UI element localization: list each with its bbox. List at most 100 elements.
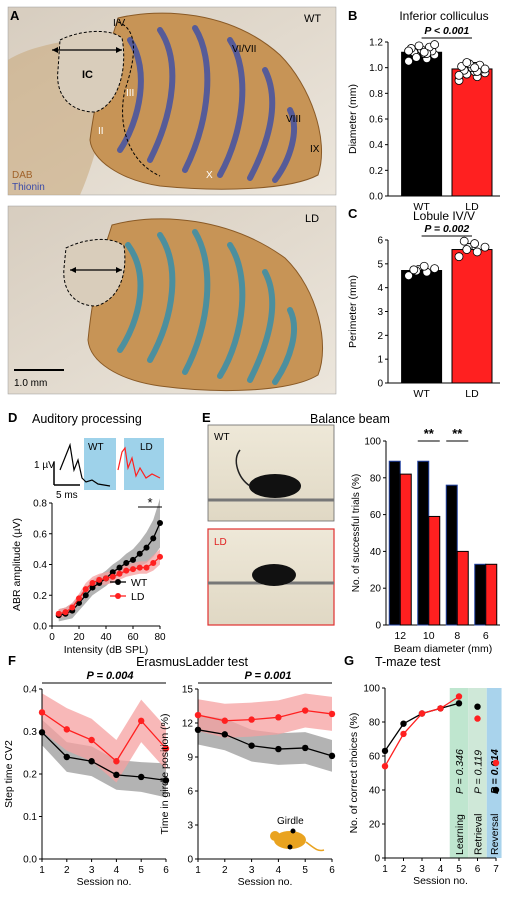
data-point-ld bbox=[103, 575, 109, 582]
x-tick-label: 6 bbox=[329, 865, 335, 876]
y-tick-label: 80 bbox=[369, 718, 381, 729]
x-tick-label: WT bbox=[413, 388, 430, 400]
y-axis-label: ABR amplitude (µV) bbox=[11, 518, 23, 611]
data-point-ld bbox=[418, 710, 426, 717]
legend-marker bbox=[115, 579, 121, 585]
inset-ld-label: LD bbox=[140, 442, 153, 453]
data-point bbox=[404, 271, 414, 281]
phase-p-value: P = 0.346 bbox=[454, 749, 466, 794]
lobule-label-7: III bbox=[126, 88, 134, 99]
x-tick-label: 5 bbox=[138, 865, 144, 876]
stain-thionin: Thionin bbox=[12, 182, 45, 193]
y-tick-label: 0.4 bbox=[23, 685, 37, 696]
data-point-wt bbox=[162, 777, 170, 784]
x-tick-label: 2 bbox=[222, 865, 228, 876]
p-value: P = 0.001 bbox=[245, 670, 292, 682]
chart-title: T-maze test bbox=[375, 655, 441, 669]
data-point-ld bbox=[138, 717, 145, 725]
y-tick-label: 0.8 bbox=[369, 89, 383, 100]
data-point-wt bbox=[157, 519, 163, 526]
data-point bbox=[462, 245, 472, 254]
lobule-label-4: IX bbox=[310, 144, 320, 155]
x-axis-label: Session no. bbox=[77, 876, 132, 888]
y-axis-label: Step time CV2 bbox=[3, 740, 15, 808]
data-point-wt bbox=[38, 729, 46, 736]
folia-ld bbox=[117, 229, 297, 385]
significance-stars: ** bbox=[424, 426, 435, 441]
x-tick-label: 5 bbox=[456, 864, 462, 875]
folia-wt bbox=[117, 25, 297, 183]
data-point-ld bbox=[400, 730, 407, 738]
panel-letter-a: A bbox=[10, 8, 20, 23]
y-tick-label: 20 bbox=[370, 584, 382, 595]
data-point bbox=[430, 264, 440, 274]
data-point bbox=[409, 265, 419, 275]
y-tick-label: 2 bbox=[377, 331, 383, 342]
phase-point-ld bbox=[474, 715, 481, 722]
data-point-ld bbox=[328, 710, 336, 718]
data-point-wt bbox=[455, 700, 463, 707]
girdle-mouse-icon bbox=[270, 828, 325, 852]
phase-label: Retrieval bbox=[473, 814, 485, 855]
x-tick-label: 6 bbox=[163, 865, 169, 876]
inset-trace-wt bbox=[59, 442, 111, 487]
y-tick-label: 0.2 bbox=[369, 166, 383, 177]
data-point-ld bbox=[76, 595, 82, 602]
y-tick-label: 9 bbox=[187, 753, 193, 764]
x-tick-label: 6 bbox=[483, 630, 489, 642]
bar-ld bbox=[451, 249, 493, 384]
data-point-wt bbox=[88, 758, 95, 765]
y-tick-label: 80 bbox=[370, 473, 382, 484]
phase-band-retrieval bbox=[468, 688, 487, 858]
y-tick-label: 0 bbox=[374, 854, 380, 865]
data-point-wt bbox=[302, 744, 309, 752]
data-point bbox=[430, 40, 440, 49]
data-point bbox=[419, 47, 429, 57]
y-tick-label: 100 bbox=[363, 684, 380, 695]
data-point-wt bbox=[123, 559, 130, 566]
x-tick-label: 12 bbox=[394, 630, 406, 642]
data-point bbox=[414, 41, 424, 51]
data-point-wt bbox=[275, 745, 282, 753]
data-point-wt bbox=[194, 726, 202, 733]
balance-photos: WT LD bbox=[207, 424, 335, 626]
x-axis-label: Session no. bbox=[413, 875, 468, 887]
legend-marker bbox=[115, 593, 121, 599]
ic-outline-wt bbox=[57, 30, 125, 113]
data-point-ld bbox=[123, 567, 130, 574]
phase-band-reversal bbox=[486, 688, 502, 858]
inset-trace-ld bbox=[117, 446, 161, 479]
x-tick-label: 60 bbox=[127, 632, 139, 643]
error-band-ld bbox=[198, 693, 332, 738]
y-tick-label: 60 bbox=[369, 752, 381, 763]
x-tick-label: 4 bbox=[438, 864, 444, 875]
series-line-ld bbox=[58, 556, 161, 615]
y-axis-label: No. of successful trials (%) bbox=[351, 474, 362, 592]
y-tick-label: 0.0 bbox=[23, 855, 37, 866]
x-tick-label: LD bbox=[465, 201, 479, 213]
y-tick-label: 100 bbox=[364, 437, 381, 448]
data-point-ld bbox=[302, 707, 309, 714]
x-tick-label: 80 bbox=[154, 632, 166, 643]
y-tick-label: 0.0 bbox=[33, 622, 47, 633]
y-tick-label: 1.2 bbox=[369, 38, 383, 49]
bar-ld bbox=[451, 68, 493, 197]
y-tick-label: 6 bbox=[187, 787, 193, 798]
lobule-label-6: II bbox=[98, 126, 104, 137]
x-tick-label: 2 bbox=[64, 865, 70, 876]
data-point-wt bbox=[63, 753, 70, 761]
girdle-label: Girdle bbox=[277, 816, 304, 827]
data-point-ld bbox=[130, 566, 136, 573]
bar-ld bbox=[456, 550, 469, 626]
data-point-ld bbox=[275, 714, 282, 721]
y-axis-label: Diameter (mm) bbox=[347, 84, 359, 154]
data-point-wt bbox=[328, 752, 336, 760]
data-point-ld bbox=[150, 559, 157, 566]
data-point bbox=[480, 242, 490, 252]
phase-p-value: P = 0.119 bbox=[473, 750, 485, 794]
data-point-ld bbox=[437, 705, 444, 712]
y-tick-label: 0 bbox=[377, 379, 383, 390]
data-point-ld bbox=[38, 709, 46, 716]
data-point-wt bbox=[82, 592, 89, 599]
